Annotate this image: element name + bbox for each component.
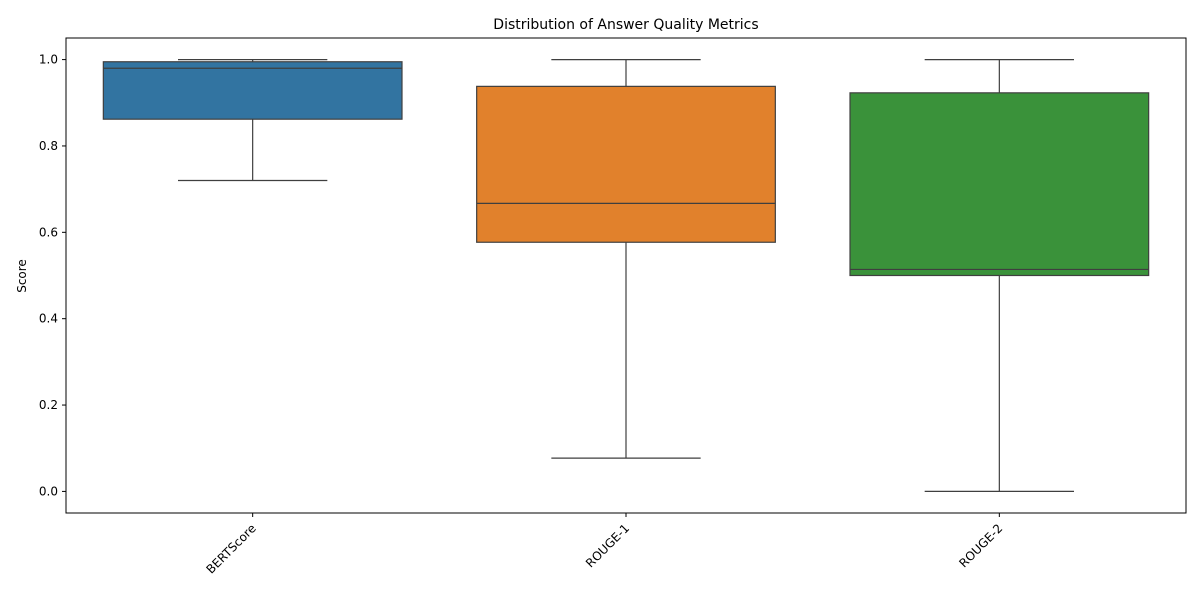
box-rouge-1 bbox=[476, 85, 776, 243]
plot-area: 0.0 0.2 0.4 0.6 0.8 1.0 BERTScore ROUGE-1 ROUGE-… bbox=[39, 37, 1187, 577]
chart-title: Distribution of Answer Quality Metrics bbox=[493, 17, 758, 33]
box-bertscore bbox=[102, 61, 403, 120]
y-tick-label: 0.4 bbox=[39, 312, 58, 326]
x-tick-label: ROUGE-1 bbox=[583, 521, 632, 570]
box-rouge-2 bbox=[849, 92, 1150, 277]
x-tick-label: ROUGE-2 bbox=[956, 521, 1005, 570]
y-tick-label: 1.0 bbox=[39, 53, 58, 67]
y-axis-label: Score bbox=[15, 259, 29, 293]
y-tick-label: 0.0 bbox=[39, 484, 58, 498]
x-tick-label: BERTScore bbox=[203, 521, 258, 576]
y-tick-label: 0.8 bbox=[39, 139, 58, 153]
y-tick-label: 0.2 bbox=[39, 398, 58, 412]
y-tick-label: 0.6 bbox=[39, 225, 58, 239]
